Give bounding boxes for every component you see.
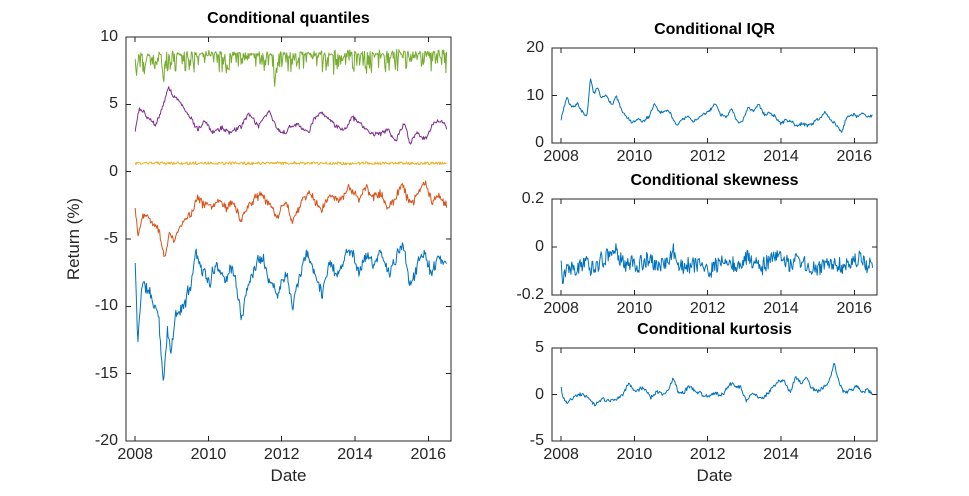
series-skewness	[560, 243, 874, 284]
series-q-low-blue	[134, 242, 448, 381]
y-tick-label: 10	[100, 28, 118, 45]
chart-title: Conditional skewness	[630, 172, 799, 189]
x-tick-label: 2010	[616, 300, 653, 317]
y-tick-label: -10	[94, 297, 118, 315]
axis-box-and-ticks	[551, 347, 878, 442]
x-tick-label: 2014	[763, 446, 799, 463]
series-q-median-yellow	[134, 161, 447, 166]
x-axis-label: Date	[270, 466, 307, 485]
x-tick-label: 2016	[410, 446, 447, 463]
y-tick-label: 0	[535, 134, 544, 151]
x-tick-label: 2010	[190, 446, 227, 463]
plot-area	[125, 36, 452, 442]
x-tick-label: 2014	[763, 148, 799, 165]
x-tick-label: 2010	[616, 148, 653, 165]
x-axis-label: Date	[696, 466, 733, 485]
y-axis-label: Return (%)	[64, 197, 83, 281]
x-tick-label: 2012	[689, 300, 726, 317]
y-tick-label: 0	[535, 238, 544, 255]
y-tick-label: -5	[529, 432, 544, 449]
y-tick-label: -0.2	[516, 286, 544, 303]
series-iqr	[560, 78, 873, 133]
series-lines	[560, 78, 873, 133]
y-tick-label: 10	[526, 86, 544, 104]
x-tick-label: 2016	[836, 300, 873, 317]
x-tick-label: 2016	[836, 446, 873, 463]
x-tick-label: 2016	[836, 148, 873, 165]
chart-title: Conditional kurtosis	[637, 321, 792, 338]
y-tick-label: -15	[94, 364, 118, 382]
y-tick-label: 0.2	[521, 190, 544, 207]
x-tick-label: 2012	[263, 446, 300, 463]
y-tick-label: -5	[103, 230, 118, 247]
series-lines	[134, 49, 448, 381]
y-tick-label: 5	[535, 339, 544, 356]
x-tick-label: 2008	[543, 446, 579, 463]
x-tick-label: 2014	[763, 300, 799, 317]
series-q-upper-purple	[134, 86, 448, 145]
x-tick-label: 2008	[117, 446, 153, 463]
x-tick-label: 2014	[337, 446, 373, 463]
y-tick-label: 0	[535, 385, 544, 403]
series-q-high-green	[134, 49, 448, 87]
x-tick-label: 2008	[543, 300, 579, 317]
series-q-lower-orange	[134, 180, 448, 257]
plot-area	[551, 347, 878, 442]
series-lines	[560, 362, 873, 407]
axis-box-and-ticks	[551, 198, 878, 296]
axis-box-and-ticks	[551, 47, 878, 144]
y-tick-label: -20	[94, 432, 118, 449]
chart-title: Conditional quantiles	[207, 10, 370, 27]
x-tick-label: 2010	[616, 446, 653, 463]
series-kurtosis	[560, 362, 873, 407]
chart-title: Conditional IQR	[654, 21, 775, 38]
series-lines	[560, 243, 874, 284]
x-tick-label: 2012	[689, 148, 726, 165]
x-tick-label: 2008	[543, 148, 579, 165]
plot-area	[551, 47, 878, 144]
y-tick-label: 0	[109, 162, 118, 180]
axis-box-and-ticks	[125, 36, 452, 442]
x-tick-label: 2012	[689, 446, 726, 463]
y-tick-label: 5	[109, 95, 118, 113]
plot-area	[551, 198, 878, 296]
y-tick-label: 20	[526, 39, 544, 56]
